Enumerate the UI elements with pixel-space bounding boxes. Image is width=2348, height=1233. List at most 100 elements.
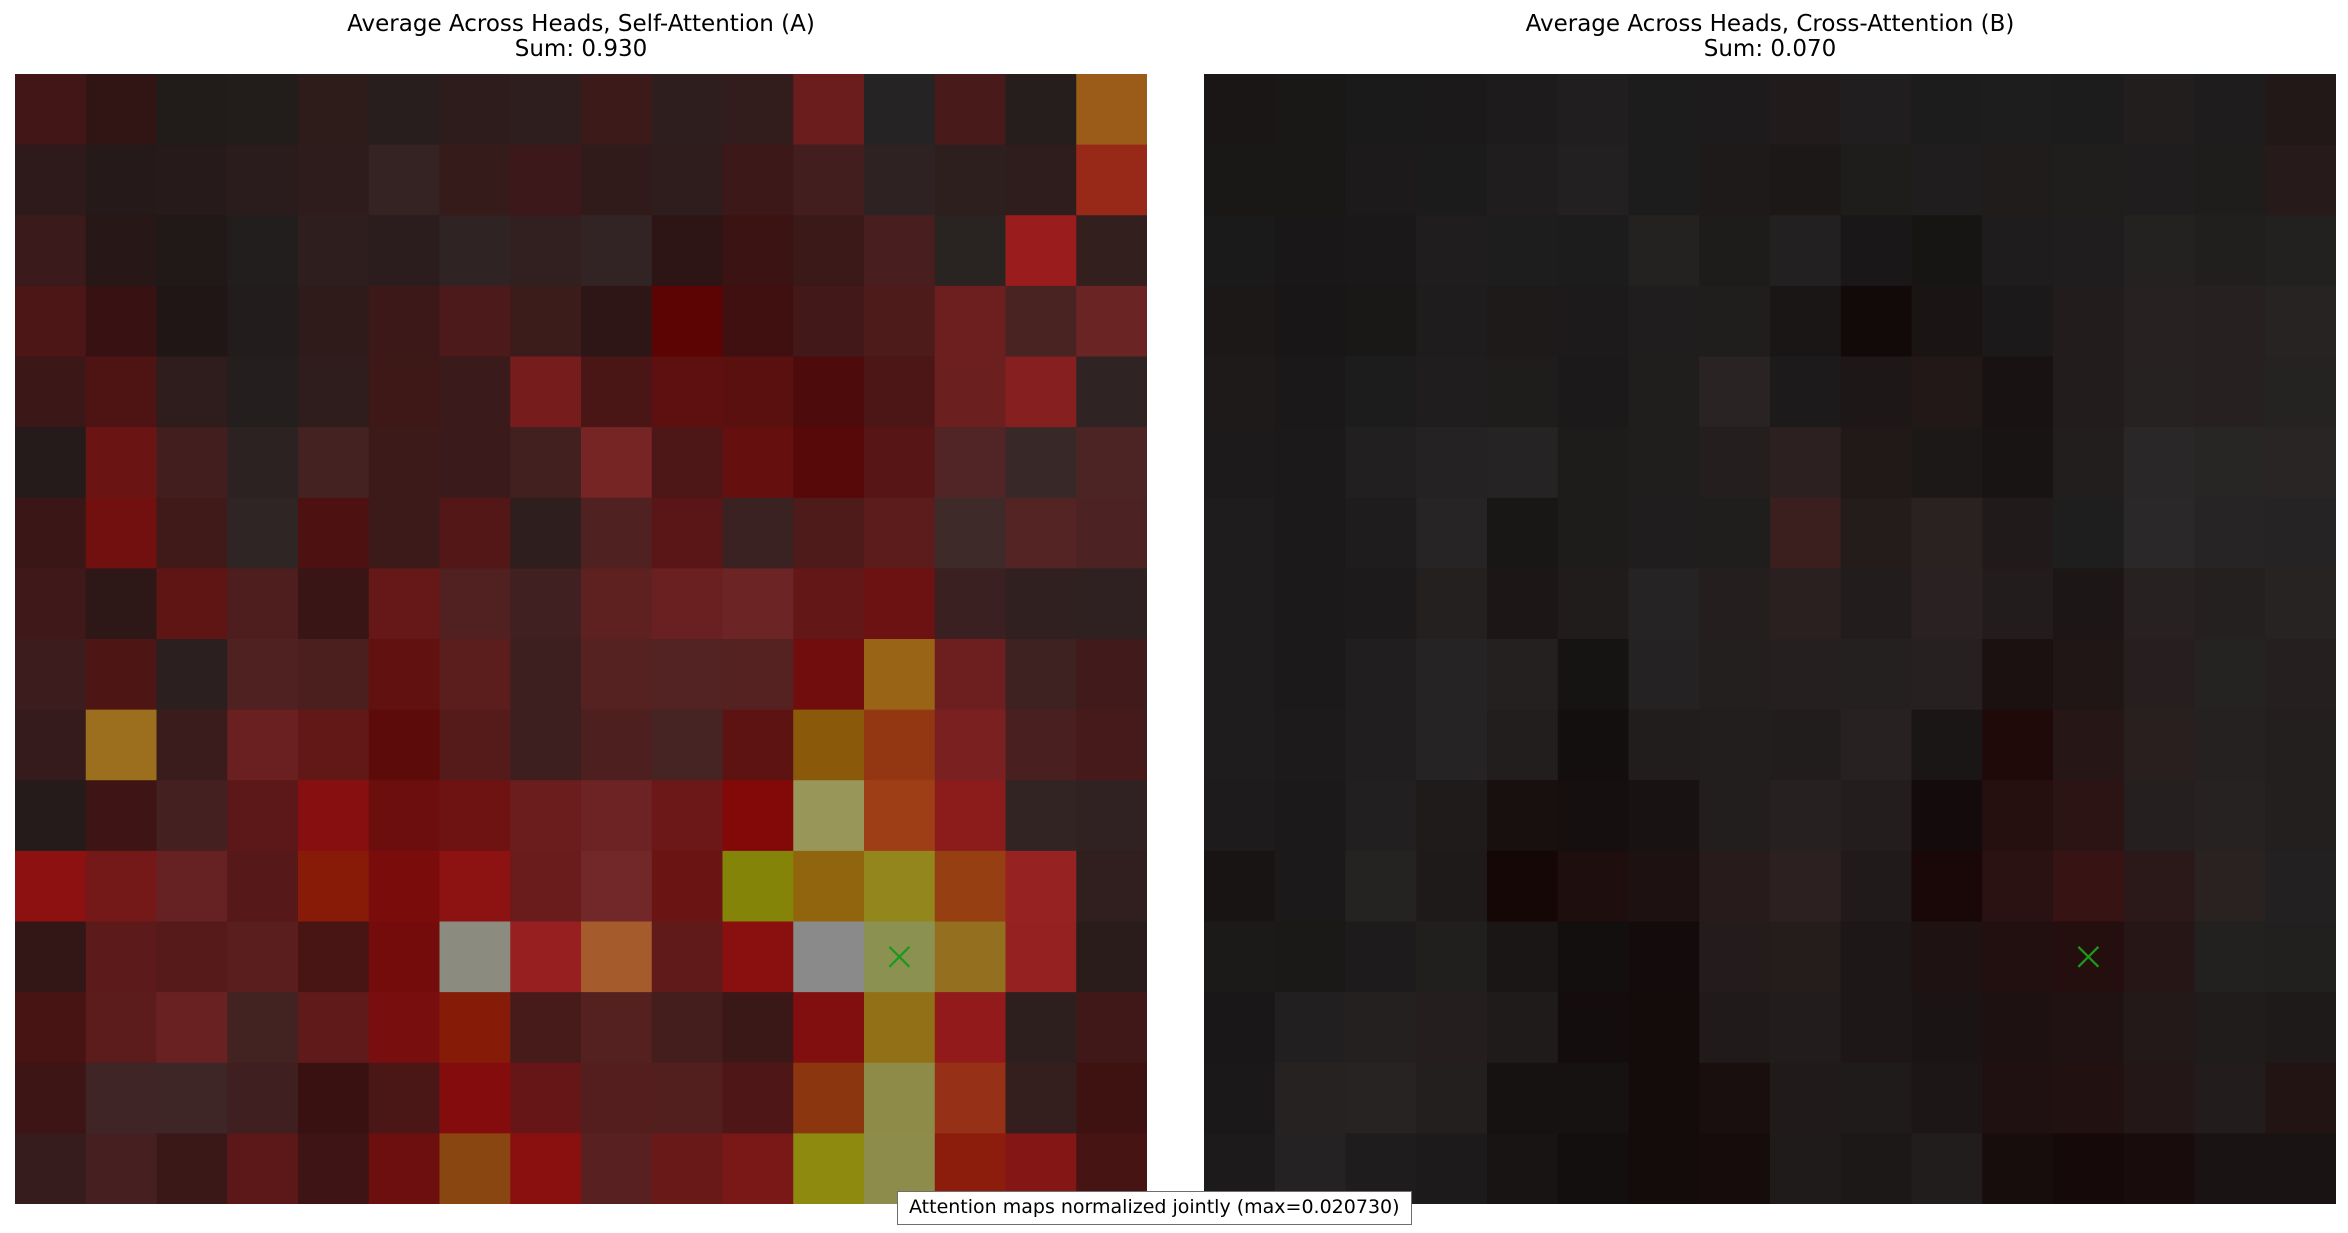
heatmap-cell — [581, 74, 653, 146]
heatmap-cell — [793, 74, 865, 146]
heatmap-cell — [1770, 144, 1842, 216]
heatmap-cell — [793, 1062, 865, 1134]
heatmap-cell — [1076, 639, 1147, 711]
heatmap-cell — [1911, 992, 1983, 1064]
heatmap-cell — [1487, 568, 1559, 640]
heatmap-cell — [793, 568, 865, 640]
heatmap-cell — [864, 497, 936, 569]
heatmap-cell — [793, 427, 865, 499]
heatmap-cell — [2265, 497, 2336, 569]
heatmap-cell — [1911, 568, 1983, 640]
heatmap-cell — [1557, 285, 1630, 358]
heatmap-cell — [85, 497, 158, 569]
heatmap-cell — [1911, 215, 1983, 287]
heatmap-cell — [1911, 497, 1983, 569]
heatmap-cell — [934, 427, 1007, 499]
heatmap-cell — [1770, 74, 1842, 146]
heatmap-cell — [1274, 639, 1347, 711]
heatmap-cell — [439, 921, 511, 993]
heatmap-cell — [1005, 356, 1077, 428]
heatmap-cell — [581, 1133, 653, 1204]
heatmap-cell — [1005, 144, 1077, 216]
heatmap-cell — [227, 568, 299, 640]
heatmap-cell — [722, 992, 794, 1064]
heatmap-cell — [1005, 497, 1077, 569]
heatmap-cell — [1911, 74, 1983, 146]
heatmap-cell — [439, 215, 511, 287]
heatmap-cell — [1628, 497, 1700, 569]
heatmap-cell — [2265, 74, 2336, 146]
heatmap-cell — [1982, 215, 2054, 287]
heatmap-cell — [156, 285, 228, 358]
heatmap-cell — [651, 144, 724, 216]
heatmap-cell — [864, 709, 936, 781]
heatmap-cell — [1487, 639, 1559, 711]
heatmap-cell — [298, 285, 370, 358]
heatmap-cell — [368, 74, 441, 146]
heatmap-cell — [227, 639, 299, 711]
heatmap-cell — [2053, 850, 2125, 923]
heatmap-cell — [1628, 1062, 1700, 1134]
heatmap-cell — [1416, 921, 1488, 993]
heatmap-cell — [722, 568, 794, 640]
heatmap-cell — [1345, 850, 1417, 923]
heatmap-cell — [510, 921, 582, 993]
heatmap-cell — [1557, 74, 1630, 146]
heatmap-cell — [368, 780, 441, 852]
heatmap-cell — [934, 709, 1007, 781]
heatmap-cell — [2123, 921, 2196, 993]
heatmap-cell — [1076, 74, 1147, 146]
heatmap-cell — [934, 568, 1007, 640]
heatmap-cell — [85, 215, 158, 287]
heatmap-cell — [1274, 497, 1347, 569]
heatmap-cell — [2265, 215, 2336, 287]
heatmap-cell — [1005, 639, 1077, 711]
heatmap-cell — [1487, 427, 1559, 499]
heatmap-cell — [368, 497, 441, 569]
heatmap-cell — [864, 215, 936, 287]
heatmap-cell — [651, 639, 724, 711]
heatmap-cell — [15, 992, 87, 1064]
heatmap-cell — [1982, 639, 2054, 711]
heatmap-cell — [1487, 497, 1559, 569]
heatmap-cell — [2053, 427, 2125, 499]
heatmap-cell — [1699, 427, 1771, 499]
heatmap-cell — [934, 497, 1007, 569]
heatmap-cell — [1911, 144, 1983, 216]
heatmap-cell — [298, 1133, 370, 1204]
heatmap-cell — [1416, 356, 1488, 428]
heatmap-cell — [1487, 709, 1559, 781]
heatmap-cell — [85, 568, 158, 640]
heatmap-cell — [227, 780, 299, 852]
heatmap-cell — [439, 992, 511, 1064]
heatmap-cell — [1770, 850, 1842, 923]
heatmap-cell — [651, 709, 724, 781]
heatmap-cell — [368, 1062, 441, 1134]
heatmap-cell — [1699, 285, 1771, 358]
heatmap-cell — [1699, 780, 1771, 852]
heatmap-cell — [1076, 144, 1147, 216]
heatmap-cell — [1005, 992, 1077, 1064]
heatmap-cell — [1770, 709, 1842, 781]
heatmap-cell — [651, 568, 724, 640]
heatmap-cell — [1840, 144, 1913, 216]
heatmap-cell — [85, 639, 158, 711]
heatmap-cell — [934, 285, 1007, 358]
heatmap-cell — [722, 74, 794, 146]
heatmap-cell — [156, 144, 228, 216]
heatmap-cell — [1699, 215, 1771, 287]
heatmap-cell — [2194, 1133, 2266, 1204]
heatmap-cell — [793, 992, 865, 1064]
heatmap-cell — [510, 285, 582, 358]
heatmap-cell — [15, 850, 87, 923]
heatmap-cell — [651, 850, 724, 923]
heatmap-cell — [651, 992, 724, 1064]
heatmap-cell — [2194, 850, 2266, 923]
heatmap-cell — [2265, 427, 2336, 499]
marker-stroke — [888, 946, 911, 968]
heatmap-cell — [1840, 709, 1913, 781]
self-attention-heatmap — [15, 74, 1147, 1204]
heatmap-cell — [510, 1133, 582, 1204]
heatmap-cell — [85, 780, 158, 852]
heatmap-cell — [1557, 639, 1630, 711]
